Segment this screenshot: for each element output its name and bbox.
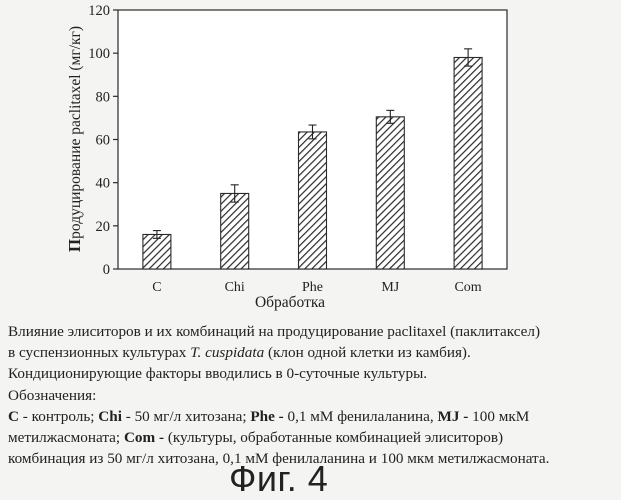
y-tick-label: 40 — [96, 176, 111, 192]
bar-mj — [376, 117, 404, 269]
legend-key-phe: Phe - — [250, 408, 283, 425]
legend-val-mj-cont: метилжасмоната; — [8, 429, 124, 446]
caption-line-5: C - контроль; Chi - 50 мг/л хитозана; Ph… — [8, 406, 618, 427]
legend-key-chi: Chi — [98, 408, 122, 425]
legend-val-mj: 100 мкМ — [468, 408, 529, 425]
figure-caption: Влияние элиситоров и их комбинаций на пр… — [8, 321, 618, 469]
x-tick-label-c: C — [152, 280, 161, 295]
y-tick-label: 120 — [88, 3, 110, 19]
y-tick-label: 20 — [96, 219, 111, 235]
x-tick-label-mj: MJ — [381, 280, 399, 295]
legend-val-phe: 0,1 мМ фенилаланина, — [284, 408, 438, 425]
x-axis: C Chi Phe MJ Com — [152, 280, 482, 295]
caption-line-4: Обозначения: — [8, 385, 618, 406]
x-tick-label-chi: Chi — [225, 280, 245, 295]
y-tick-label: 80 — [96, 89, 111, 105]
bar-c — [143, 234, 171, 269]
caption-line-2-tail: (клон одной клетки из камбия). — [264, 344, 471, 361]
y-axis-label: Продуцирование paclitaxel (мг/кг) — [65, 26, 84, 252]
legend-val-com: (культуры, обработанные комбинацией элис… — [164, 429, 503, 446]
caption-line-2: в суспензионных культурах T. cuspidata (… — [8, 342, 618, 363]
caption-line-3: Кондиционирующие факторы вводились в 0-с… — [8, 363, 618, 384]
legend-key-c: C — [8, 408, 19, 425]
caption-line-1: Влияние элиситоров и их комбинаций на пр… — [8, 321, 618, 342]
species-name: T. cuspidata — [190, 344, 264, 361]
bar-com — [454, 57, 482, 269]
legend-val-chi: - 50 мг/л хитозана; — [122, 408, 250, 425]
caption-line-2-text: в суспензионных культурах — [8, 344, 190, 361]
y-axis: 0 20 40 60 80 100 120 — [88, 3, 118, 278]
legend-val-c: - контроль; — [19, 408, 98, 425]
x-axis-label: Обработка — [255, 294, 325, 311]
chart: 0 20 40 60 80 100 120 C Chi Phe MJ Com Продуцирова… — [0, 0, 621, 318]
x-tick-label-phe: Phe — [302, 280, 323, 295]
figure-label: Фиг. 4 — [229, 458, 328, 500]
bar-chart-svg: 0 20 40 60 80 100 120 C Chi Phe MJ Com Продуцирова… — [0, 0, 621, 318]
y-tick-label: 100 — [88, 46, 110, 62]
caption-line-6: метилжасмоната; Com - (культуры, обработ… — [8, 427, 618, 448]
y-tick-label: 0 — [103, 262, 110, 278]
x-tick-label-com: Com — [454, 280, 481, 295]
y-tick-label: 60 — [96, 133, 111, 149]
legend-key-mj: MJ - — [438, 408, 469, 425]
bar-chi — [221, 193, 249, 269]
legend-key-com: Com - — [124, 429, 164, 446]
bar-phe — [299, 132, 327, 269]
